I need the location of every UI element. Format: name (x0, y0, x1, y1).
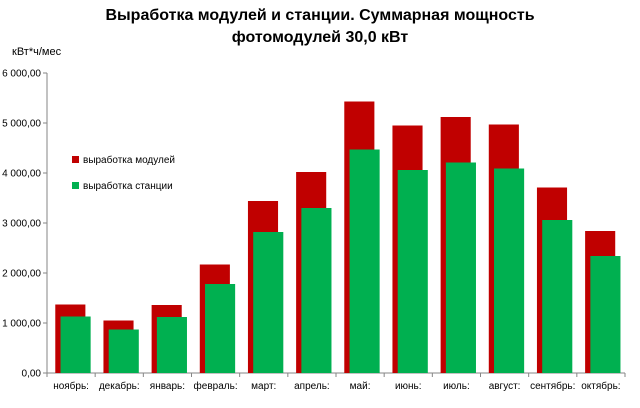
chart-title-line-1: Выработка модулей и станции. Суммарная м… (105, 7, 535, 24)
x-category-label: февраль: (194, 380, 238, 392)
x-category-label: август: (489, 381, 521, 392)
bar-station-output (349, 149, 380, 373)
legend-label: выработка станции (83, 180, 173, 192)
bar-station-output (301, 208, 332, 373)
y-tick-label: 6 000,00 (2, 69, 41, 80)
bar-station-output (205, 284, 236, 373)
y-tick-label: 5 000,00 (2, 119, 41, 130)
x-category-label: апрель: (294, 381, 330, 392)
chart-title-line-2: фотомодулей 30,0 кВт (231, 29, 409, 46)
bar-station-output (494, 168, 525, 373)
x-category-label: декабрь: (99, 380, 140, 392)
x-category-label: октябрь: (581, 380, 620, 392)
bar-station-output (542, 220, 573, 373)
y-tick-label: 4 000,00 (2, 169, 41, 180)
x-category-label: ноябрь: (53, 380, 89, 392)
x-category-label: июнь: (395, 381, 422, 392)
x-category-label: июль: (443, 381, 470, 392)
bar-station-output (156, 317, 187, 373)
y-tick-label: 3 000,00 (2, 219, 41, 230)
bar-station-output (60, 316, 91, 373)
x-category-label: март: (251, 381, 276, 392)
bar-station-output (253, 232, 284, 373)
bar-station-output (108, 329, 139, 373)
legend-swatch (72, 182, 79, 189)
bar-station-output (445, 162, 476, 373)
legend-swatch (72, 156, 79, 163)
y-tick-label: 1 000,00 (2, 319, 41, 330)
legend-label: выработка модулей (83, 154, 175, 166)
bar-station-output (397, 170, 428, 373)
x-category-label: январь: (150, 381, 185, 392)
y-tick-label: 0,00 (22, 369, 42, 380)
y-axis-unit-label: кВт*ч/мес (12, 46, 62, 58)
bar-station-output (590, 256, 621, 373)
y-tick-label: 2 000,00 (2, 269, 41, 280)
x-category-label: май: (350, 381, 371, 392)
x-category-label: сентябрь: (530, 380, 575, 392)
